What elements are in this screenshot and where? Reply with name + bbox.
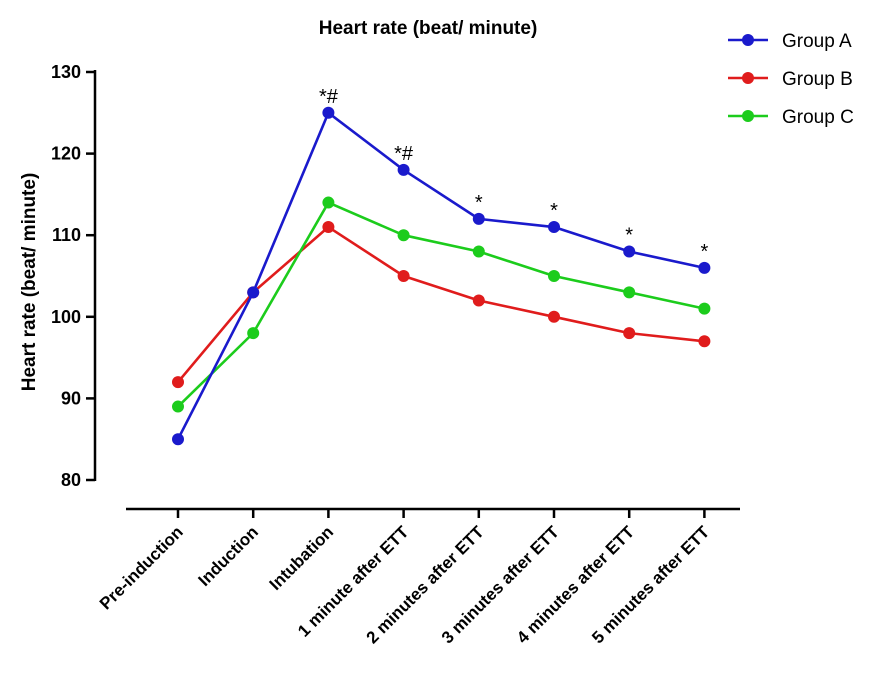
series-line (177, 225, 705, 383)
data-point (623, 286, 636, 299)
data-point (247, 286, 260, 299)
data-point (322, 196, 335, 209)
data-point (397, 229, 410, 242)
legend-swatch-marker (742, 34, 754, 46)
significance-marker: * (625, 225, 633, 247)
legend-item: Group C (728, 107, 854, 128)
x-tick-label: Pre-induction (96, 522, 187, 613)
legend-item: Group A (728, 31, 852, 52)
series-line (176, 111, 705, 440)
legend: Group A Group B Group C (728, 31, 854, 128)
series-layer (172, 106, 711, 446)
data-point (548, 221, 560, 234)
series-line (177, 201, 705, 408)
data-point (548, 270, 560, 282)
significance-marker: * (475, 192, 483, 214)
y-tick-label: 90 (61, 388, 81, 408)
data-point (172, 376, 184, 389)
legend-label: Group A (782, 31, 852, 52)
significance-marker: *# (394, 143, 414, 165)
legend-swatch-marker (742, 110, 754, 122)
data-point (397, 163, 410, 176)
y-axis-ticks: 80 90 100 110 120 130 (51, 62, 95, 490)
significance-marker: *# (319, 86, 339, 108)
data-point (472, 294, 485, 307)
x-tick-label: Induction (195, 522, 263, 590)
y-axis-label: Heart rate (beat/ minute) (19, 173, 40, 392)
data-point (172, 433, 184, 446)
data-point (623, 245, 636, 258)
data-point (698, 261, 711, 274)
y-tick-label: 120 (51, 144, 81, 164)
y-tick-label: 130 (51, 62, 81, 82)
legend-label: Group B (782, 69, 853, 90)
legend-label: Group C (782, 107, 854, 128)
data-point (548, 310, 560, 323)
y-tick-label: 100 (51, 307, 81, 327)
significance-marker: * (550, 200, 558, 222)
data-point (397, 270, 410, 282)
data-point (322, 106, 335, 119)
data-point (247, 327, 260, 340)
legend-item: Group B (728, 69, 853, 90)
y-tick-label: 110 (52, 225, 81, 245)
series-group-c (172, 196, 711, 413)
chart-title: Heart rate (beat/ minute) (319, 18, 538, 39)
data-point (322, 221, 335, 234)
y-tick-label: 80 (61, 470, 81, 490)
significance-marker: * (701, 241, 709, 263)
annotation-layer: *# *# * * * * (319, 86, 709, 263)
data-point (698, 302, 711, 315)
data-point (698, 335, 711, 348)
x-tick-label: Intubation (266, 522, 338, 594)
data-point (472, 212, 485, 225)
series-group-a (172, 106, 711, 446)
legend-swatch-marker (742, 72, 754, 84)
data-point (172, 400, 184, 413)
data-point (472, 245, 485, 258)
data-point (623, 327, 636, 340)
series-group-b (172, 221, 711, 389)
